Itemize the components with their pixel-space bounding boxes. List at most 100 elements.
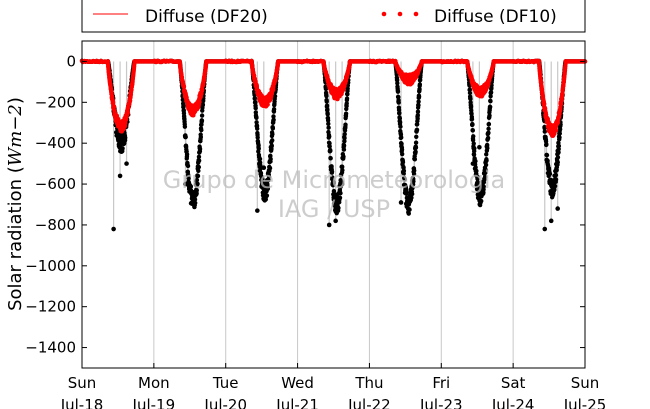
black-dot [555, 155, 561, 160]
black-dot [194, 188, 199, 193]
x-tick-label-day: Sun [68, 374, 97, 392]
black-dot [269, 143, 274, 148]
black-dot [409, 195, 414, 200]
black-dot [111, 226, 116, 232]
black-dot [556, 150, 561, 155]
watermark: Grupo de Micrometeorologia IAG / USP [163, 166, 505, 223]
black-dot [196, 158, 202, 163]
black-dot [410, 185, 415, 191]
black-dot [396, 100, 401, 105]
black-dot [487, 104, 493, 110]
legend: Diffuse (DF20) Diffuse (DF10) [81, 0, 586, 33]
black-dot [414, 134, 419, 140]
black-dot [272, 93, 278, 99]
black-dot [270, 138, 275, 143]
legend-dot-swatch-2 [397, 11, 403, 17]
legend-dot-swatch-1 [381, 11, 387, 17]
x-tick-label-day: Fri [432, 374, 450, 392]
black-dot [196, 168, 201, 174]
black-dot [415, 116, 420, 121]
black-dot [474, 168, 479, 174]
black-dot [542, 129, 547, 134]
x-tick-label-date: Jul-24 [491, 396, 535, 409]
black-dot [395, 89, 401, 94]
black-dot [197, 146, 203, 152]
black-dot [412, 157, 418, 162]
black-dot [483, 168, 488, 173]
black-dot [470, 128, 475, 133]
black-dot [325, 107, 330, 112]
black-dot [325, 118, 331, 123]
black-dot [265, 186, 271, 191]
black-dot [471, 141, 476, 146]
black-dot [267, 165, 273, 171]
legend-label-df10: Diffuse (DF10) [434, 7, 557, 27]
black-dot [324, 93, 329, 99]
black-dot [199, 113, 205, 118]
x-axis: Sun Jul-18 Mon Jul-19 Tue Jul-20 Wed Jul-21 Thu J… [60, 363, 607, 409]
black-dot [341, 147, 347, 152]
black-dot [117, 173, 123, 179]
black-dot [183, 134, 188, 140]
black-dot [337, 187, 343, 193]
black-dot [328, 156, 333, 161]
black-dot [342, 138, 347, 144]
black-dot [258, 163, 263, 168]
black-dot [488, 99, 493, 104]
black-dot [184, 152, 190, 157]
black-dot [470, 161, 476, 166]
red-dot [553, 128, 559, 133]
black-dot [484, 142, 490, 148]
y-tick-label: −600 [35, 175, 76, 193]
legend-label-df20: Diffuse (DF20) [145, 7, 268, 27]
black-dot [324, 103, 330, 108]
black-dot [417, 86, 422, 92]
black-dot [196, 164, 202, 170]
black-dot [487, 113, 492, 118]
black-dot [417, 82, 423, 87]
black-dot [333, 218, 338, 224]
black-dot [338, 190, 343, 196]
black-dot [252, 96, 258, 101]
black-dot [268, 156, 273, 162]
x-tick-label-date: Jul-25 [563, 396, 607, 409]
y-axis-label-unit: Wm−2 [5, 104, 26, 166]
black-dot [326, 222, 332, 228]
black-dot [255, 208, 260, 213]
black-dot [411, 179, 416, 184]
black-dot [194, 177, 200, 183]
black-dot [469, 116, 475, 122]
black-dot [257, 156, 263, 162]
vertical-gridlines [153, 41, 514, 368]
y-tick-label: −1400 [25, 339, 76, 357]
black-dot [198, 134, 204, 140]
black-dot [344, 101, 349, 106]
black-dot [271, 117, 276, 122]
y-tick-label: −200 [35, 93, 76, 111]
black-dot [325, 112, 330, 117]
black-dot [488, 90, 494, 95]
black-dot [486, 121, 492, 127]
black-dot [327, 144, 332, 149]
x-tick-label-date: Jul-18 [60, 396, 104, 409]
black-dot [416, 94, 422, 100]
black-dot [399, 147, 405, 152]
y-tick-label: 0 [66, 52, 76, 70]
black-dot [124, 161, 129, 166]
x-tick-label-day: Mon [138, 374, 170, 392]
black-dot [475, 176, 480, 181]
black-dot [270, 126, 276, 131]
black-dot [263, 197, 269, 202]
black-dot [395, 81, 400, 86]
black-dot [412, 168, 417, 173]
black-dot [473, 165, 478, 170]
black-dot [413, 140, 419, 145]
black-dot [399, 151, 405, 157]
black-dot [183, 181, 188, 187]
red-dot [265, 102, 270, 107]
black-dot [402, 177, 407, 182]
black-dot [472, 146, 477, 151]
black-dot [479, 198, 484, 204]
black-dot [196, 154, 202, 159]
black-dot [341, 143, 347, 148]
